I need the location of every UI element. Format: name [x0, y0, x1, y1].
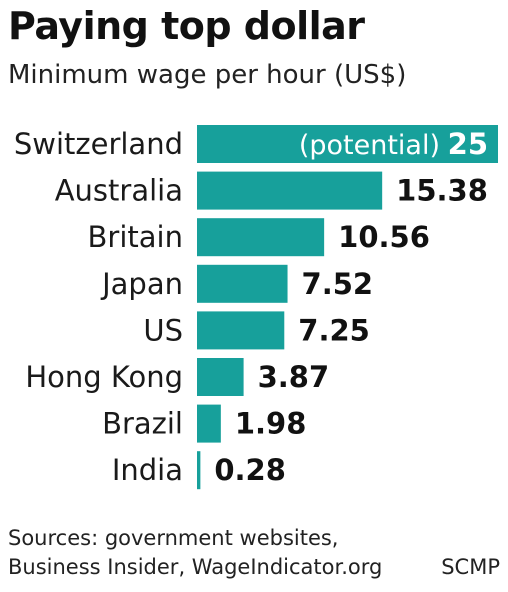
value-label-switzerland: 25 — [448, 127, 488, 161]
bar-us — [197, 311, 285, 350]
bar-chart: Switzerland 25 (potential) Australia 15.38 Br… — [14, 125, 498, 490]
category-label-hong-kong: Hong Kong — [25, 360, 183, 394]
category-label-india: India — [112, 453, 183, 487]
sources-line-2: Business Insider, WageIndicator.org — [8, 555, 383, 579]
sources-line-1: Sources: government websites, — [8, 526, 339, 550]
category-label-switzerland: Switzerland — [14, 127, 183, 161]
category-label-us: US — [143, 313, 183, 347]
chart-title: Paying top dollar — [8, 4, 365, 48]
value-label-japan: 7.52 — [302, 267, 374, 301]
value-label-us: 7.25 — [298, 313, 370, 347]
bar-switzerland — [197, 125, 498, 163]
annotation-switzerland: (potential) — [299, 130, 440, 161]
bar-brazil — [197, 404, 221, 443]
value-label-hong-kong: 3.87 — [258, 360, 330, 394]
value-label-australia: 15.38 — [396, 174, 488, 208]
bar-hong-kong — [197, 358, 244, 396]
category-label-britain: Britain — [88, 220, 183, 254]
bar-india — [197, 451, 201, 490]
bar-australia — [197, 171, 383, 210]
bar-japan — [197, 264, 288, 303]
category-label-brazil: Brazil — [102, 407, 183, 441]
chart-subtitle: Minimum wage per hour (US$) — [8, 60, 407, 90]
sources-note: Sources: government websites, Business I… — [8, 524, 382, 582]
bar-britain — [197, 218, 325, 257]
value-label-brazil: 1.98 — [235, 407, 307, 441]
value-label-india: 0.28 — [214, 453, 286, 487]
category-label-australia: Australia — [55, 174, 183, 208]
publisher-credit: SCMP — [441, 555, 500, 579]
category-label-japan: Japan — [100, 267, 183, 301]
value-label-britain: 10.56 — [338, 220, 430, 254]
